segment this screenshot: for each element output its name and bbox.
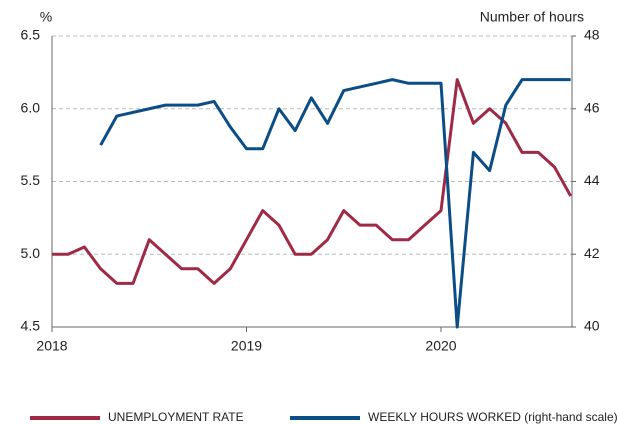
y-tick-label: 4.5 bbox=[21, 318, 41, 334]
x-tick-label: 2018 bbox=[36, 338, 67, 354]
y2-tick-label: 44 bbox=[584, 172, 600, 188]
y2-tick-label: 42 bbox=[584, 245, 600, 261]
y-tick-label: 5.0 bbox=[21, 245, 41, 261]
data-line bbox=[99, 78, 571, 329]
x-tick-label: 2020 bbox=[425, 338, 456, 354]
data-line bbox=[52, 78, 572, 285]
x-tick-label: 2019 bbox=[231, 338, 262, 354]
y-axis-label: % bbox=[40, 9, 52, 25]
y-tick-label: 5.5 bbox=[21, 172, 41, 188]
legend-label: UNEMPLOYMENT RATE bbox=[108, 410, 244, 424]
y-tick-label: 6.5 bbox=[21, 27, 41, 43]
y2-tick-label: 40 bbox=[584, 318, 600, 334]
legend-label: WEEKLY HOURS WORKED (right-hand scale) bbox=[368, 410, 617, 424]
y2-tick-label: 48 bbox=[584, 27, 600, 43]
y2-tick-label: 46 bbox=[584, 99, 600, 115]
y2-axis-label: Number of hours bbox=[480, 9, 584, 25]
y-tick-label: 6.0 bbox=[21, 99, 41, 115]
